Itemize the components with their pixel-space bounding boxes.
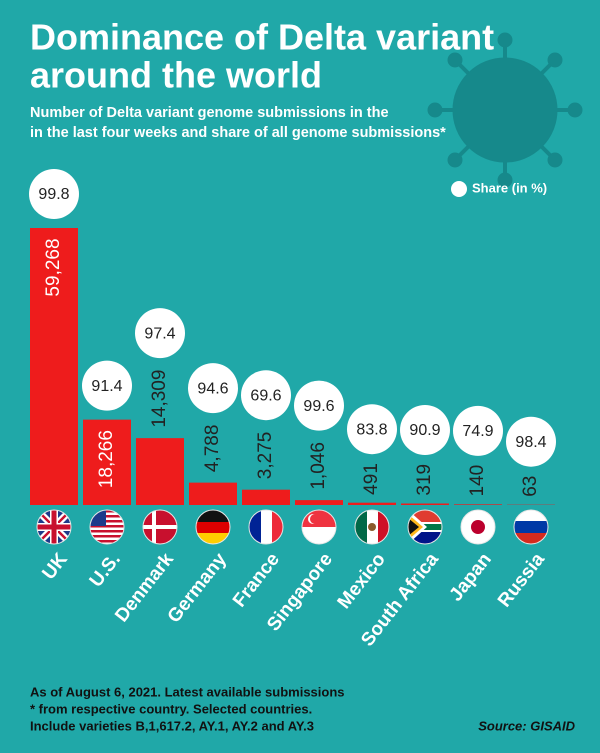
bar [348, 502, 396, 505]
flag-part [90, 535, 124, 538]
legend-label: Share (in %) [472, 180, 547, 195]
flag-part [514, 521, 548, 533]
flag-part [90, 510, 124, 513]
legend-marker [451, 181, 467, 197]
share-bubble [294, 380, 344, 431]
share-label: 99.6 [303, 398, 334, 415]
flag-part [90, 525, 124, 528]
share-label: 99.8 [38, 186, 69, 203]
flag-part [249, 510, 261, 544]
share-bubble [506, 416, 556, 467]
footnote: As of August 6, 2021. Latest available s… [30, 684, 345, 699]
flag [249, 510, 283, 544]
source: Source: GISAID [478, 718, 575, 733]
share-bubble [453, 405, 503, 456]
flag-part [90, 530, 124, 533]
flag-border [354, 509, 390, 545]
value-label: 1,046 [308, 442, 329, 490]
flag-part [90, 515, 124, 518]
flag-part [90, 520, 124, 523]
flag [143, 510, 177, 544]
share-bubble [347, 404, 397, 455]
share-bubble [29, 169, 79, 219]
bar [242, 489, 290, 505]
bar [83, 419, 131, 505]
flag-border [248, 509, 284, 545]
flag [196, 510, 230, 544]
share-label: 98.4 [515, 434, 546, 451]
bar [136, 438, 184, 505]
share-label: 83.8 [356, 421, 387, 438]
flag [408, 510, 442, 544]
flag-part [272, 510, 283, 544]
flag-part [368, 523, 376, 531]
flag-part [143, 525, 177, 529]
value-label: 491 [361, 463, 382, 495]
share-bubble [400, 405, 450, 456]
share-bubble [82, 360, 132, 411]
value-label: 18,266 [96, 430, 117, 488]
flag-part [514, 533, 548, 544]
share-label: 91.4 [91, 378, 122, 395]
flag-border [301, 509, 337, 545]
flag [302, 510, 336, 544]
flag [461, 510, 495, 544]
share-bubble [135, 308, 185, 359]
bar [454, 504, 502, 505]
value-label: 140 [467, 465, 488, 497]
flag-part [378, 510, 389, 544]
subtitle: Number of Delta variant genome submissio… [30, 105, 389, 121]
flag-border [36, 509, 72, 545]
share-bubble [241, 370, 291, 421]
footnote: * from respective country. Selected coun… [30, 701, 312, 716]
flag-border [142, 509, 178, 545]
flag-part [408, 518, 419, 536]
value-label: 63 [520, 476, 541, 497]
bar [189, 482, 237, 505]
value-label: 3,275 [255, 432, 276, 480]
flag [37, 510, 71, 544]
virus-decoration [427, 32, 583, 188]
flag-part [90, 540, 124, 543]
share-label: 74.9 [462, 423, 493, 440]
flag-part [310, 514, 320, 524]
share-bubble [188, 363, 238, 414]
chart-title: around the world [30, 55, 322, 96]
bar [295, 500, 343, 505]
flag-border [460, 509, 496, 545]
share-label: 69.6 [250, 387, 281, 404]
bar [401, 503, 449, 505]
flag-part [355, 510, 367, 544]
flag-border [89, 509, 125, 545]
flag-part [196, 533, 230, 544]
footnote: Include varieties B,1,617.2, AY.1, AY.2 … [30, 718, 314, 733]
flag-part [51, 510, 57, 544]
flag-border [513, 509, 549, 545]
value-label: 4,788 [202, 425, 223, 473]
flag-border [407, 509, 443, 545]
value-label: 14,309 [149, 370, 170, 428]
flag-part [196, 510, 230, 522]
subtitle: in the last four weeks and share of all … [30, 125, 446, 141]
bar [30, 228, 78, 505]
flag-part [196, 522, 230, 533]
share-label: 90.9 [409, 422, 440, 439]
flag-part [471, 520, 485, 534]
value-label: 59,268 [43, 238, 64, 296]
chart-title: Dominance of Delta variant [30, 17, 494, 58]
flag [355, 510, 389, 544]
flag [514, 510, 548, 544]
share-label: 97.4 [144, 325, 175, 342]
value-label: 319 [414, 464, 435, 496]
flag-border [195, 509, 231, 545]
share-label: 94.6 [197, 380, 228, 397]
